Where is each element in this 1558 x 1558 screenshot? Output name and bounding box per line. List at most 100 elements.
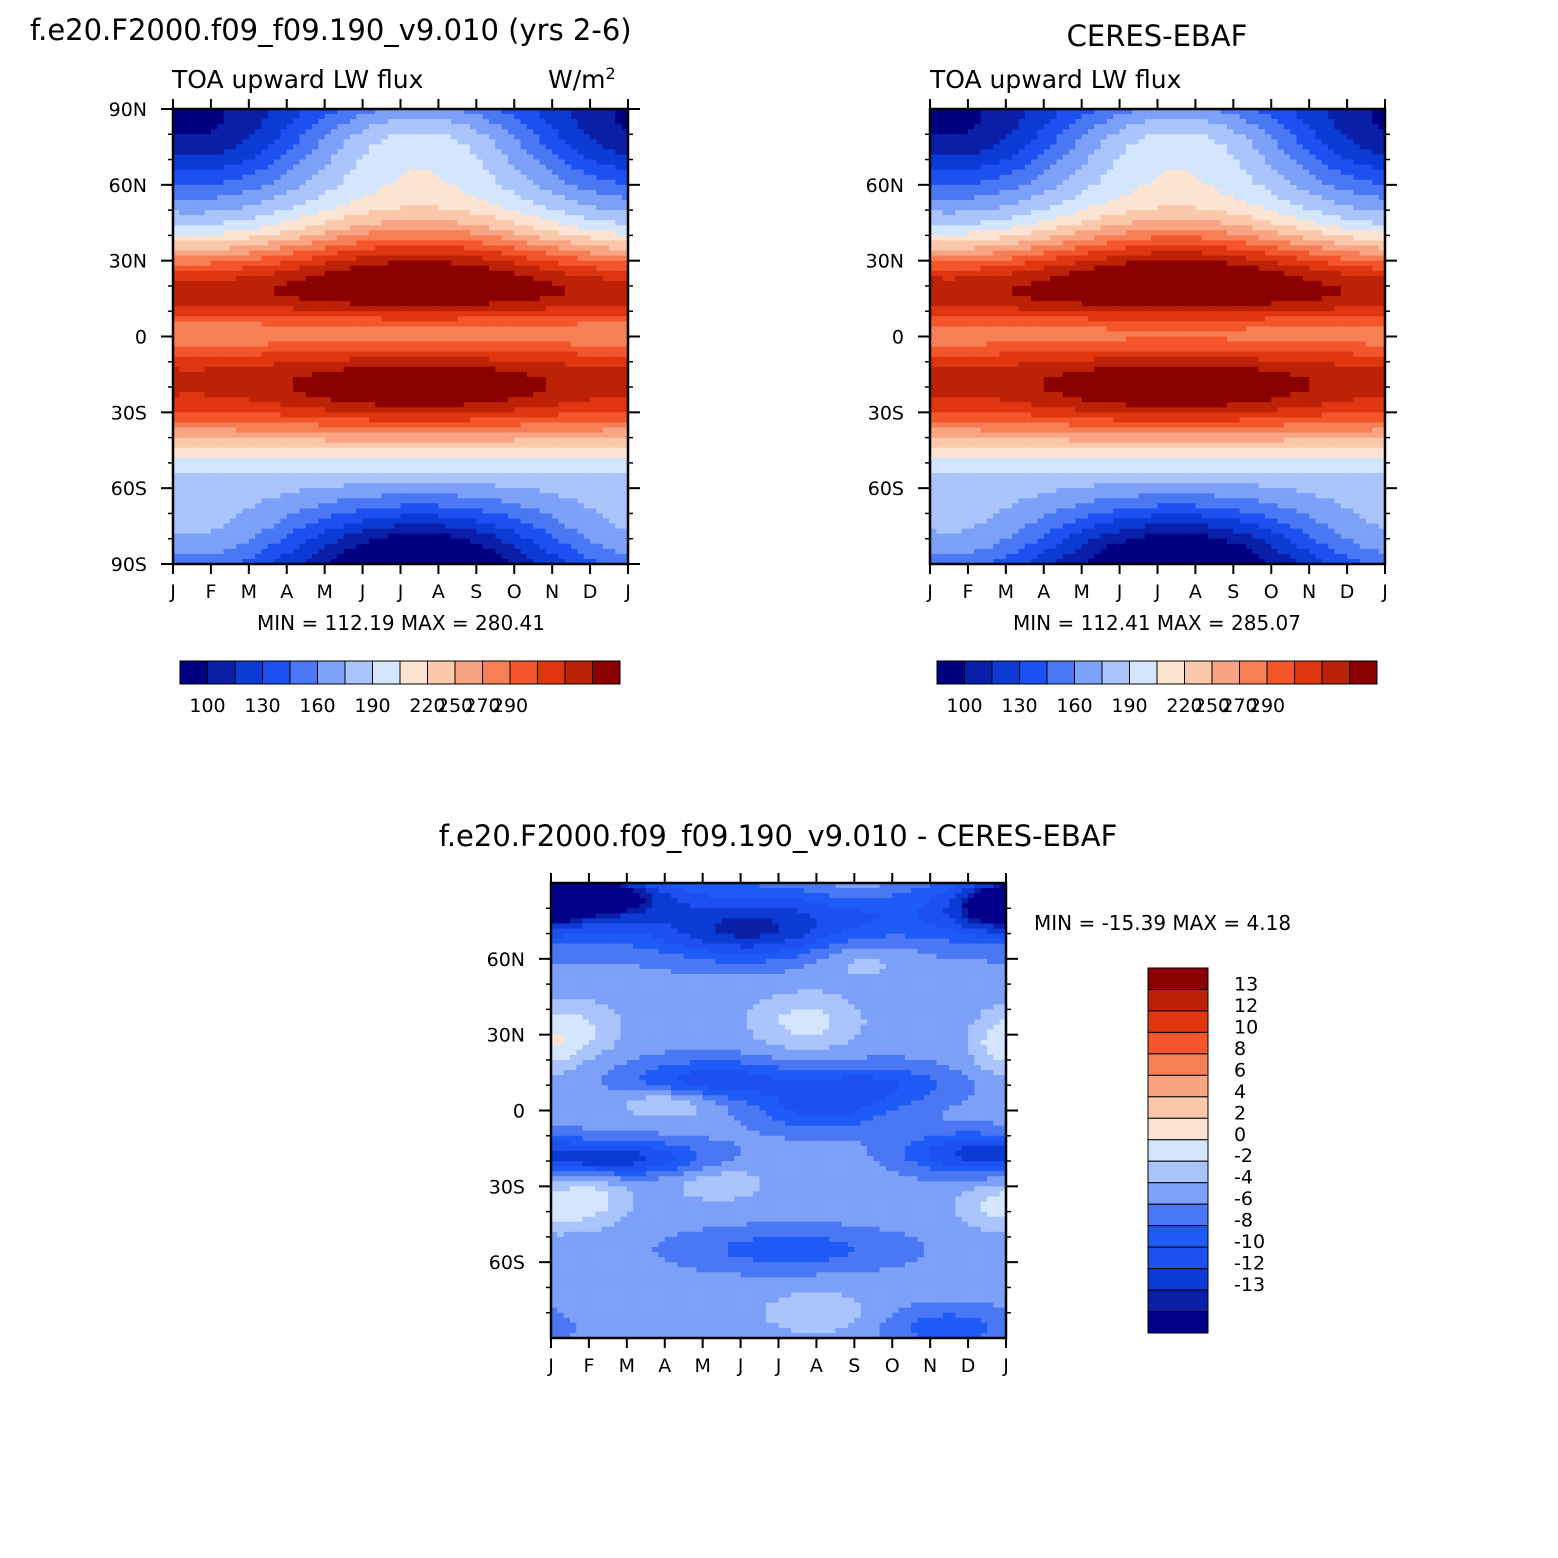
contour-cell: [464, 210, 471, 216]
contour-cell: [280, 160, 287, 166]
contour-cell: [426, 185, 433, 191]
contour-cell: [552, 372, 559, 378]
contour-cell: [198, 407, 205, 413]
contour-cell: [483, 119, 490, 125]
contour-cell: [438, 382, 445, 388]
contour-cell: [527, 160, 534, 166]
contour-cell: [337, 443, 344, 449]
contour-cell: [565, 139, 572, 145]
contour-cell: [236, 276, 243, 282]
contour-cell: [401, 367, 408, 373]
contour-cell: [413, 271, 420, 277]
contour-cell: [192, 246, 199, 252]
contour-cell: [438, 306, 445, 312]
contour-cell: [224, 215, 231, 221]
contour-cell: [230, 160, 237, 166]
contour-cell: [565, 372, 572, 378]
contour-cell: [356, 215, 363, 221]
contour-cell: [464, 251, 471, 257]
contour-cell: [495, 402, 502, 408]
contour-cell: [325, 114, 332, 120]
contour-cell: [521, 453, 528, 459]
contour-cell: [464, 387, 471, 393]
contour-cell: [476, 331, 483, 337]
contour-cell: [438, 316, 445, 322]
contour-cell: [331, 458, 338, 464]
contour-cell: [325, 144, 332, 150]
contour-cell: [350, 357, 357, 363]
contour-cell: [432, 256, 439, 262]
contour-cell: [312, 357, 319, 363]
contour-cell: [186, 438, 193, 444]
contour-cell: [179, 453, 186, 459]
contour-cell: [514, 438, 521, 444]
contour-cell: [243, 372, 250, 378]
contour-cell: [363, 124, 370, 130]
contour-cell: [571, 438, 578, 444]
contour-cell: [369, 175, 376, 181]
contour-cell: [609, 200, 616, 206]
contour-cell: [192, 256, 199, 262]
contour-cell: [186, 165, 193, 171]
contour-cell: [577, 124, 584, 130]
contour-cell: [344, 382, 351, 388]
contour-cell: [306, 195, 313, 201]
contour-cell: [590, 331, 597, 337]
contour-cell: [382, 321, 389, 327]
contour-cell: [546, 256, 553, 262]
contour-cell: [521, 311, 528, 317]
contour-cell: [217, 387, 224, 393]
contour-cell: [236, 347, 243, 353]
contour-cell: [331, 428, 338, 434]
contour-cell: [495, 210, 502, 216]
contour-cell: [394, 326, 401, 332]
contour-cell: [432, 342, 439, 348]
contour-cell: [584, 422, 591, 428]
contour-cell: [388, 337, 395, 343]
contour-cell: [546, 367, 553, 373]
contour-cell: [514, 165, 521, 171]
contour-cell: [192, 114, 199, 120]
contour-cell: [533, 225, 540, 231]
contour-cell: [483, 129, 490, 135]
contour-cell: [457, 412, 464, 418]
contour-cell: [280, 215, 287, 221]
contour-cell: [426, 372, 433, 378]
contour-cell: [445, 377, 452, 383]
contour-cell: [609, 165, 616, 171]
contour-cell: [514, 160, 521, 166]
contour-cell: [287, 124, 294, 130]
contour-cell: [186, 337, 193, 343]
contour-cell: [407, 286, 414, 292]
contour-cell: [527, 392, 534, 398]
contour-cell: [584, 149, 591, 155]
contour-cell: [445, 443, 452, 449]
contour-cell: [394, 155, 401, 161]
contour-cell: [426, 281, 433, 287]
contour-cell: [457, 134, 464, 140]
contour-cell: [293, 412, 300, 418]
contour-cell: [514, 114, 521, 120]
contour-cell: [280, 448, 287, 454]
contour-cell: [609, 266, 616, 272]
contour-cell: [192, 195, 199, 201]
contour-cell: [470, 372, 477, 378]
contour-cell: [388, 402, 395, 408]
contour-cell: [483, 382, 490, 388]
contour-cell: [394, 347, 401, 353]
contour-cell: [584, 195, 591, 201]
contour-cell: [577, 180, 584, 186]
contour-cell: [369, 160, 376, 166]
contour-cell: [438, 281, 445, 287]
contour-cell: [344, 124, 351, 130]
contour-cell: [470, 225, 477, 231]
contour-cell: [274, 149, 281, 155]
contour-cell: [287, 190, 294, 196]
contour-cell: [508, 337, 515, 343]
contour-cell: [388, 129, 395, 135]
contour-cell: [470, 235, 477, 241]
contour-cell: [331, 160, 338, 166]
contour-cell: [603, 220, 610, 226]
contour-cell: [369, 129, 376, 135]
contour-cell: [337, 190, 344, 196]
